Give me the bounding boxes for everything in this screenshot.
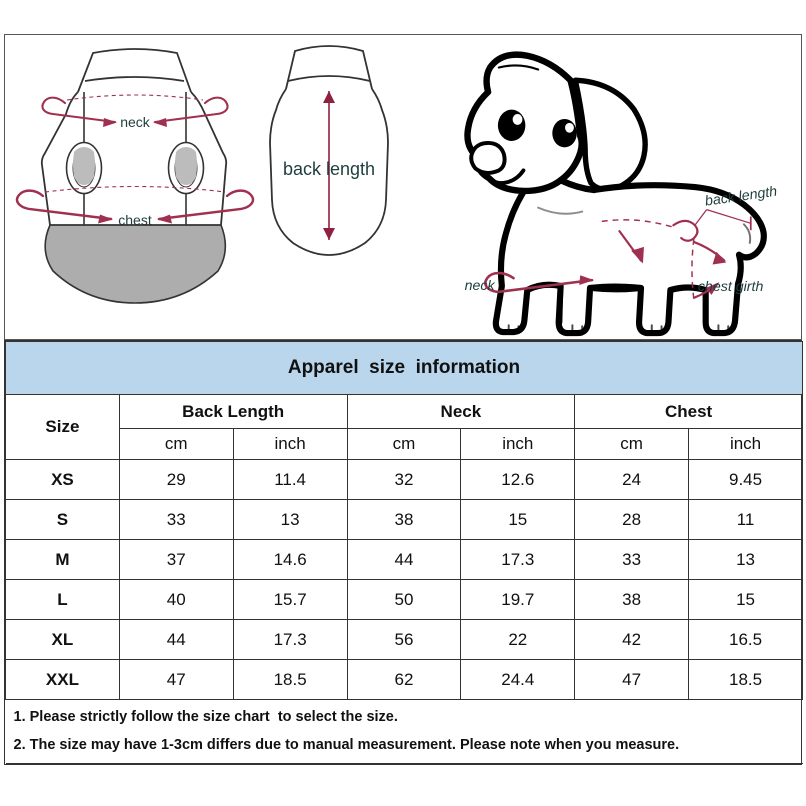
svg-text:chest: chest: [118, 212, 152, 228]
svg-text:neck: neck: [120, 114, 151, 130]
svg-text:neck: neck: [465, 278, 496, 294]
svg-text:chest girth: chest girth: [698, 279, 764, 295]
svg-text:back length: back length: [283, 159, 375, 179]
